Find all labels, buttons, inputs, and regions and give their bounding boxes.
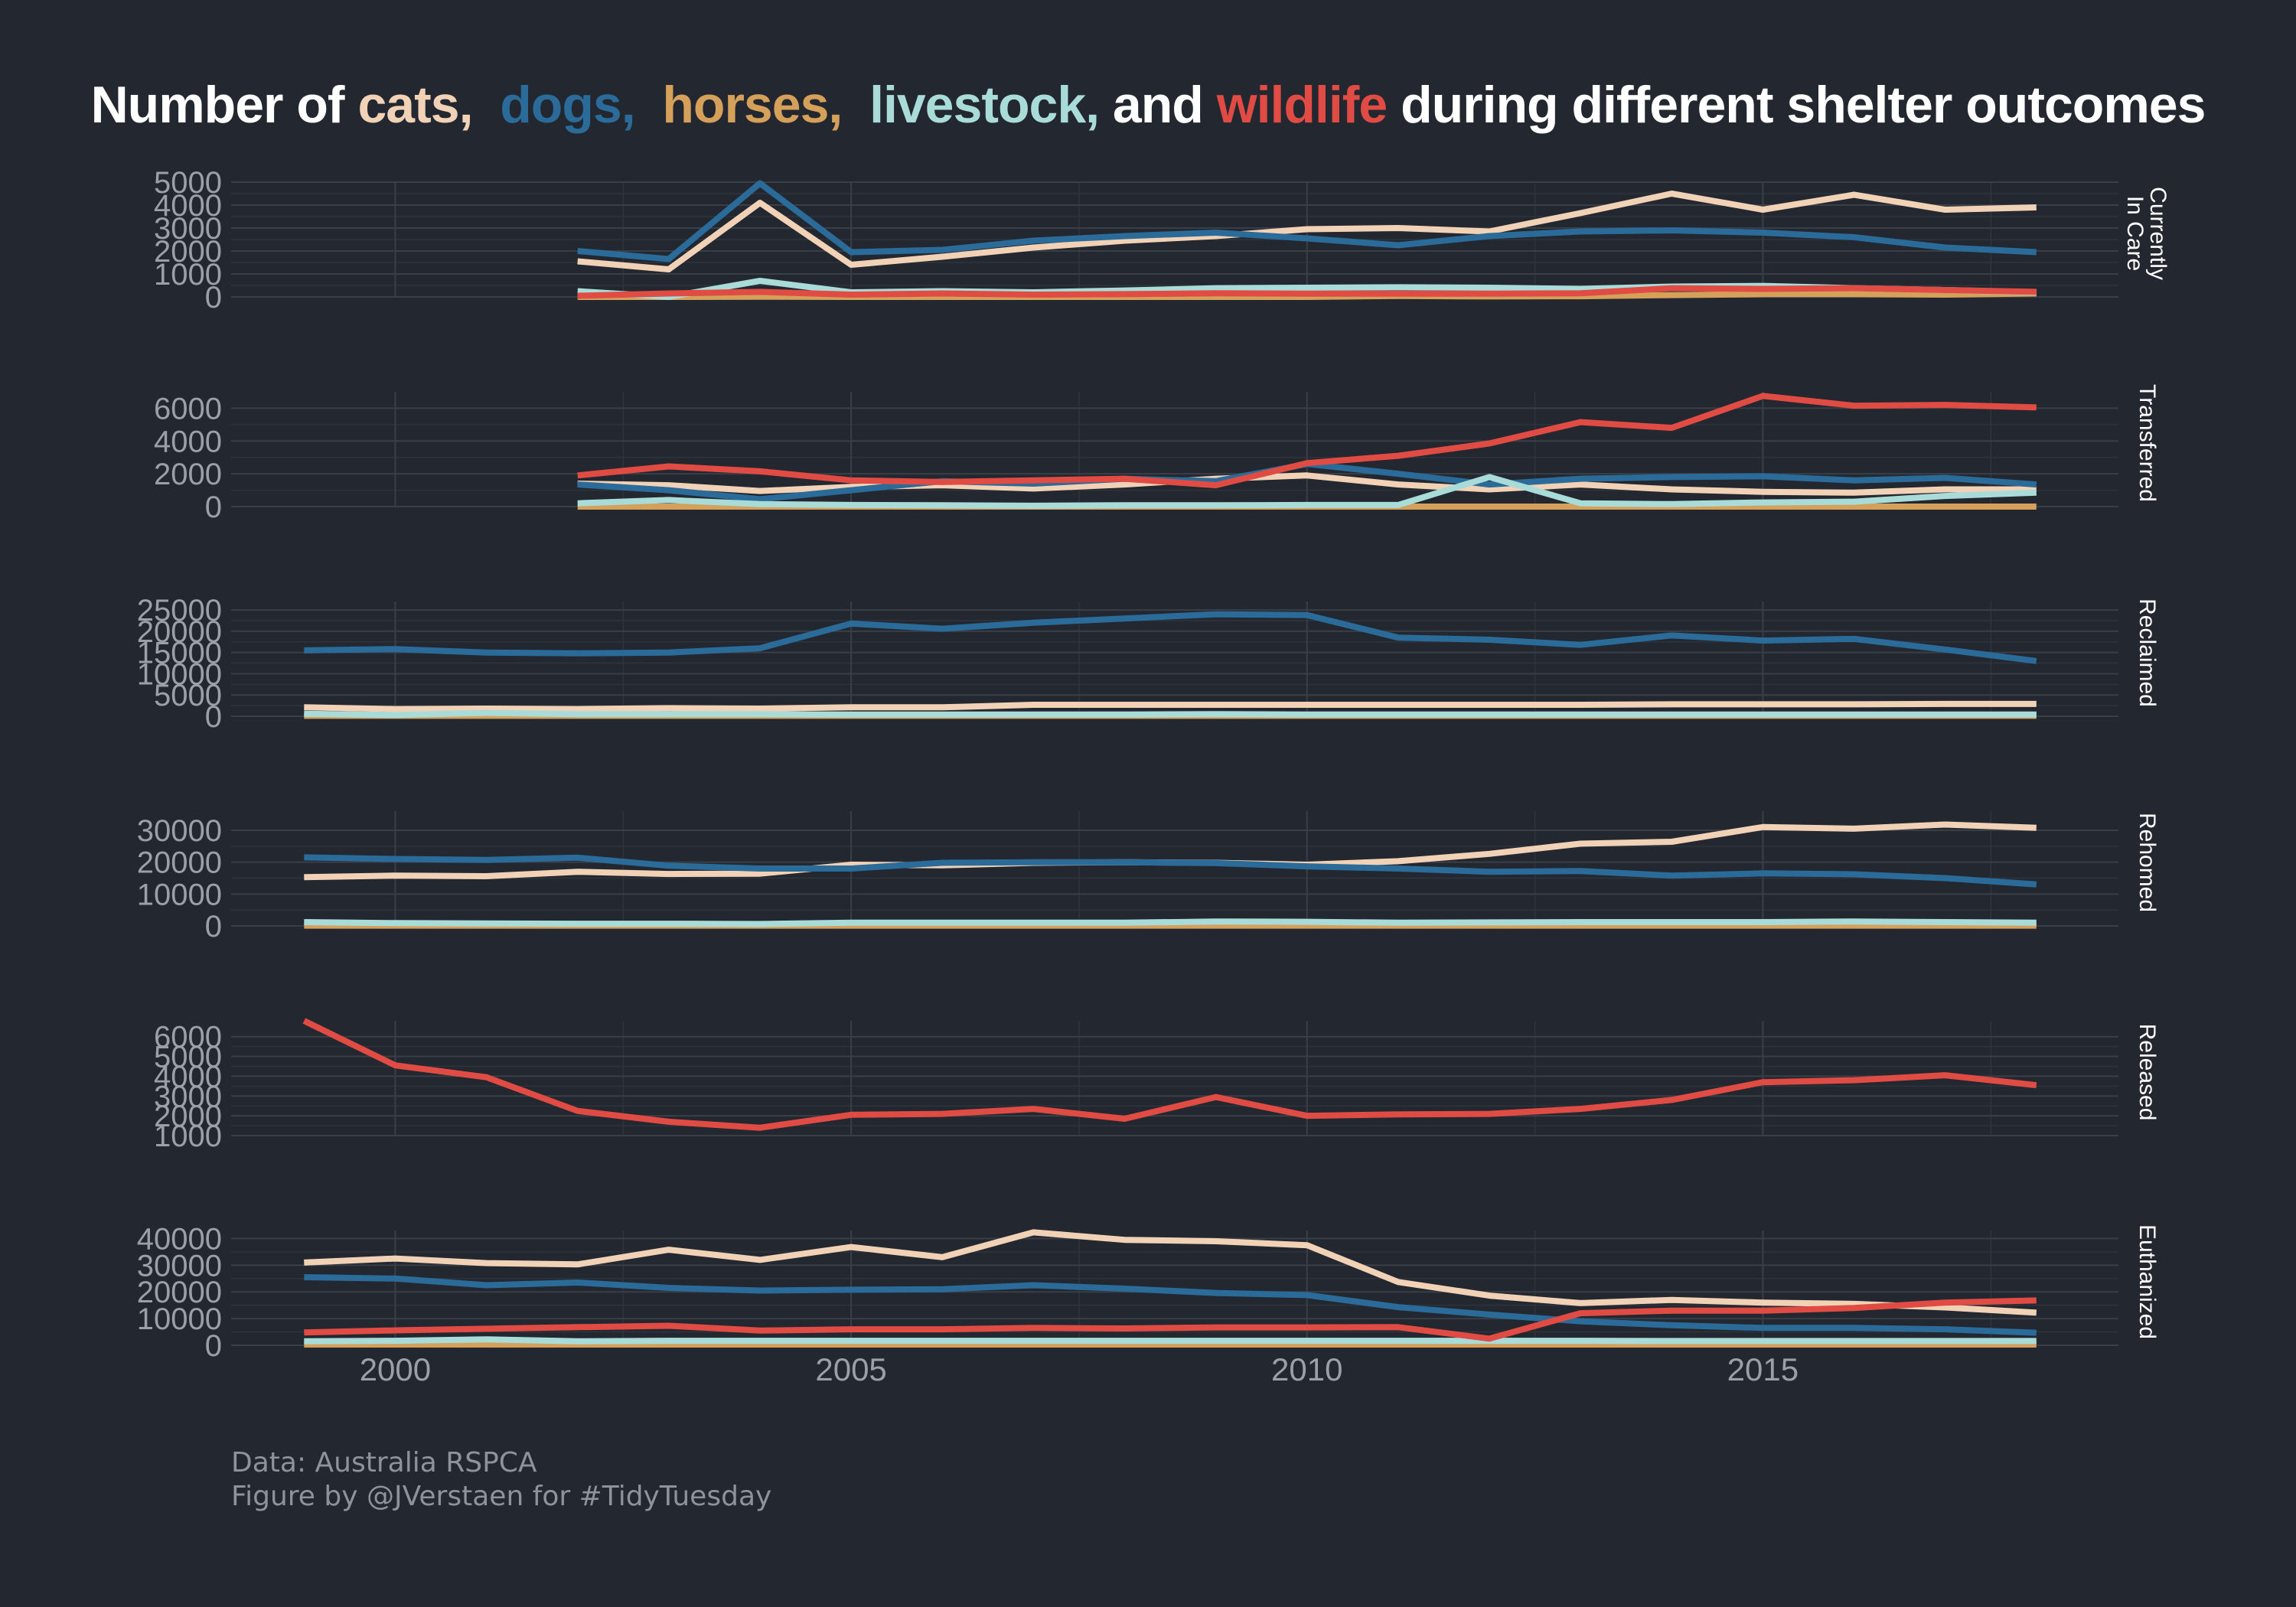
y-tick-label: 4000 — [154, 1060, 222, 1094]
series-line-cats — [577, 472, 2037, 496]
y-tick-label: 20000 — [137, 615, 222, 649]
y-tick-label: 1000 — [154, 258, 222, 292]
series-line-dogs — [304, 1274, 2037, 1336]
series-line-livestock — [304, 1336, 2037, 1345]
series-line-livestock — [304, 709, 2037, 719]
title-part: livestock, — [869, 76, 1100, 134]
strip-label: CurrentlyIn Care — [2122, 187, 2170, 280]
title-part: during different shelter outcomes — [1387, 76, 2206, 134]
y-tick-label: 40000 — [137, 1222, 222, 1256]
series-line-wildlife — [304, 1297, 2037, 1342]
y-tick-label: 20000 — [137, 1276, 222, 1309]
x-tick-label: 2015 — [1727, 1351, 1799, 1387]
y-tick-label: 2000 — [154, 235, 222, 269]
series-line-livestock — [577, 474, 2037, 509]
y-tick-label: 0 — [205, 910, 222, 944]
x-tick-label: 2000 — [360, 1351, 431, 1387]
y-tick-label: 15000 — [137, 637, 222, 670]
y-tick-label: 0 — [205, 700, 222, 734]
title-part: wildlife — [1216, 76, 1388, 134]
series-line-wildlife — [577, 393, 2037, 489]
y-tick-label: 6000 — [154, 1021, 222, 1054]
title-part: horses, — [662, 76, 843, 134]
series-line-horses — [577, 290, 2037, 300]
x-tick-label: 2005 — [815, 1351, 886, 1387]
strip-label-line: Released — [2135, 1024, 2160, 1121]
series-line-livestock — [304, 918, 2037, 927]
series-line-cats — [304, 821, 2037, 881]
strip-label: Rehomed — [2135, 813, 2160, 912]
title-part: dogs, — [500, 76, 635, 134]
series-line-dogs — [304, 854, 2037, 888]
y-tick-label: 10000 — [137, 878, 222, 911]
strip-label-line: Transferred — [2135, 384, 2160, 502]
caption-credit: Figure by @JVerstaen for #TidyTuesday — [231, 1481, 772, 1512]
series-line-cats — [577, 191, 2037, 272]
series-line-dogs — [577, 180, 2037, 262]
y-tick-label: 5000 — [154, 1041, 222, 1074]
y-tick-label: 30000 — [137, 814, 222, 848]
strip-label: Transferred — [2135, 384, 2160, 502]
y-tick-label: 4000 — [154, 189, 222, 223]
strip-label-line: Rehomed — [2135, 813, 2160, 912]
strip-label: Reclaimed — [2135, 598, 2160, 707]
strip-label: Released — [2135, 1024, 2160, 1121]
y-tick-label: 20000 — [137, 846, 222, 880]
title-part: Number of — [90, 76, 358, 134]
y-tick-label: 0 — [205, 1329, 222, 1363]
y-tick-label: 1000 — [154, 1120, 222, 1153]
y-tick-label: 5000 — [154, 166, 222, 200]
y-tick-label: 6000 — [154, 392, 222, 425]
strip-label-line: Reclaimed — [2135, 598, 2160, 707]
series-line-cats — [304, 1229, 2037, 1316]
series-line-wildlife — [577, 285, 2037, 299]
y-tick-label: 5000 — [154, 679, 222, 712]
x-tick-label: 2010 — [1271, 1351, 1342, 1387]
y-tick-label: 2000 — [154, 1100, 222, 1133]
y-tick-label: 3000 — [154, 212, 222, 246]
caption-source: Data: Australia RSPCA — [231, 1447, 537, 1478]
strip-label: Euthanized — [2135, 1224, 2160, 1339]
y-tick-label: 25000 — [137, 594, 222, 627]
series-line-dogs — [304, 611, 2037, 664]
y-tick-label: 3000 — [154, 1080, 222, 1113]
strip-label-line: Currently — [2145, 187, 2170, 280]
strip-label-line: Euthanized — [2135, 1224, 2160, 1339]
caption: Data: Australia RSPCA Figure by @JVersta… — [231, 1446, 771, 1514]
y-tick-label: 0 — [205, 281, 222, 315]
y-tick-label: 10000 — [137, 657, 222, 691]
strip-label-line: In Care — [2122, 196, 2148, 271]
title-part: and — [1099, 76, 1217, 134]
chart-title: Number of cats, dogs, horses, livestock,… — [0, 75, 2296, 135]
y-tick-label: 0 — [205, 491, 222, 524]
series-line-cats — [304, 700, 2037, 712]
series-line-wildlife — [302, 1018, 2037, 1131]
y-tick-label: 4000 — [154, 425, 222, 458]
y-tick-label: 30000 — [137, 1249, 222, 1283]
y-tick-label: 10000 — [137, 1302, 222, 1336]
title-part: cats, — [357, 76, 473, 134]
y-tick-label: 2000 — [154, 458, 222, 491]
